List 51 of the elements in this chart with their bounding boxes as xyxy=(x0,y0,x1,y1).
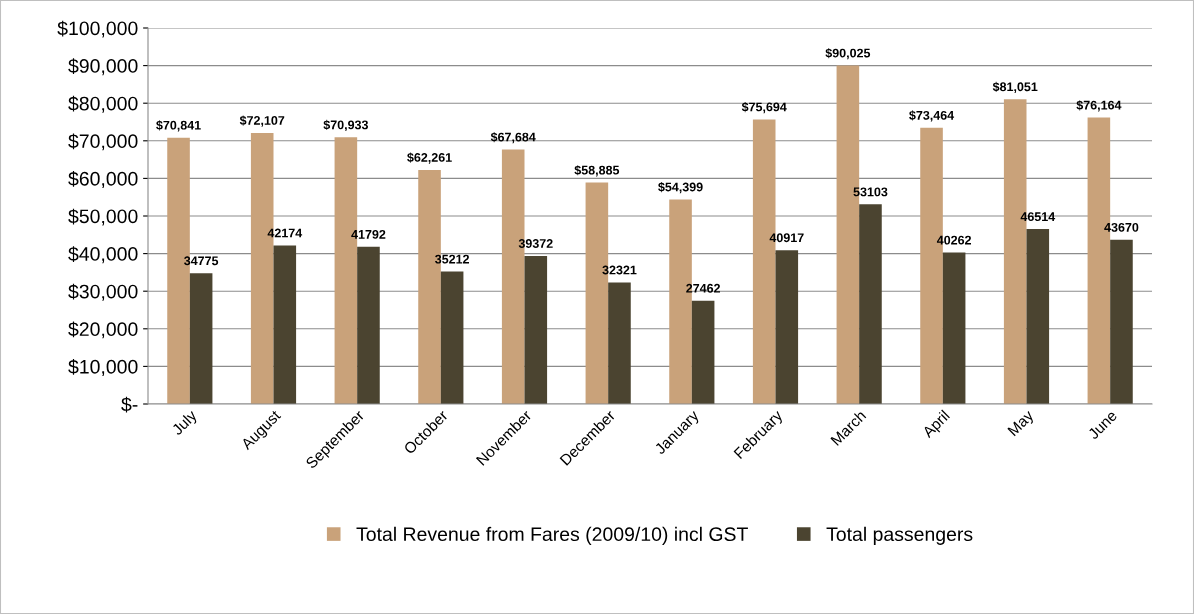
data-label: $67,684 xyxy=(490,132,536,144)
bar xyxy=(1026,229,1050,404)
y-tick-label: $70,000 xyxy=(68,133,138,151)
x-tick-label: May xyxy=(1007,409,1037,439)
bar xyxy=(691,300,715,404)
y-tick-label: $100,000 xyxy=(57,20,138,38)
bar xyxy=(357,246,380,404)
data-label: $90,025 xyxy=(825,48,871,60)
data-label: 32321 xyxy=(602,265,637,275)
data-label: $58,885 xyxy=(574,165,620,177)
data-label: 53103 xyxy=(853,187,888,197)
data-label: 39372 xyxy=(518,239,553,248)
data-label: $54,399 xyxy=(658,182,703,194)
y-tick-label: $10,000 xyxy=(68,359,138,376)
bar xyxy=(440,271,464,404)
bar xyxy=(273,245,297,404)
data-label: 27462 xyxy=(686,283,721,293)
legend-label: Total passengers xyxy=(826,526,973,545)
bar xyxy=(942,252,966,404)
y-tick-label: $60,000 xyxy=(68,171,138,188)
data-label: $81,051 xyxy=(992,81,1038,94)
y-tick-label: $- xyxy=(121,396,138,413)
data-label: 35212 xyxy=(435,254,470,264)
data-label: $72,107 xyxy=(239,115,285,127)
data-label: 41792 xyxy=(351,229,386,239)
data-label: $75,694 xyxy=(741,101,787,114)
bar xyxy=(775,250,799,404)
x-tick-label: July xyxy=(170,408,200,438)
data-label: $70,933 xyxy=(323,119,369,132)
data-label: $70,841 xyxy=(156,120,201,132)
data-label: 40262 xyxy=(936,235,972,245)
y-tick-label: $20,000 xyxy=(68,321,138,339)
y-tick-label: $40,000 xyxy=(68,246,138,264)
y-tick-label: $50,000 xyxy=(68,208,138,226)
y-tick-label: $80,000 xyxy=(68,95,138,113)
data-label: 42174 xyxy=(267,228,303,238)
y-tick-label: $30,000 xyxy=(68,283,138,301)
data-label: 34775 xyxy=(184,256,219,266)
data-label: $62,261 xyxy=(407,152,452,164)
data-label: $73,464 xyxy=(909,110,955,122)
data-label: $76,164 xyxy=(1076,100,1122,112)
bar xyxy=(189,273,213,404)
bar xyxy=(608,282,631,404)
bar xyxy=(524,255,548,404)
bar xyxy=(1110,239,1133,404)
data-label: 43670 xyxy=(1104,222,1139,232)
data-label: 46514 xyxy=(1020,212,1056,222)
y-tick-label: $90,000 xyxy=(68,58,138,76)
bar xyxy=(859,204,882,404)
data-label: 40917 xyxy=(769,233,804,243)
legend-label: Total Revenue from Fares (2009/10) incl GST xyxy=(356,526,748,545)
